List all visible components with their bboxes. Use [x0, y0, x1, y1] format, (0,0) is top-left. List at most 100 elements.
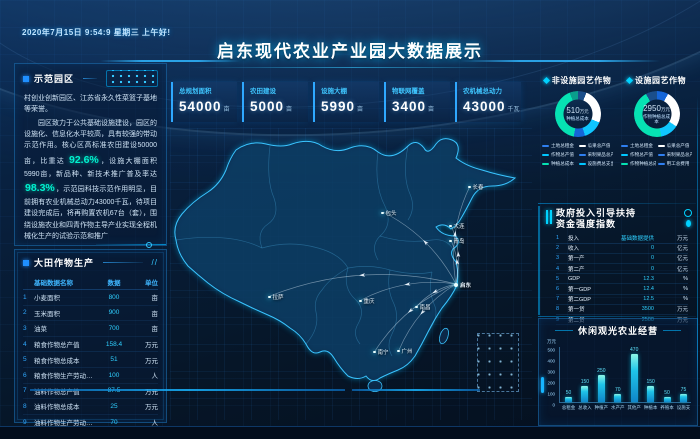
table-row: 5 GDP 12.3 % — [556, 274, 688, 285]
bar — [597, 374, 605, 402]
legend-marker-icon — [542, 153, 549, 157]
bar-value-label: 150 — [646, 378, 655, 385]
map-city-marker: 长春 — [468, 183, 484, 191]
dots-decor-icon — [684, 209, 692, 227]
park-paragraph: 村创业创新园区、江苏省永久性菜篮子基地等荣誉。 — [24, 95, 157, 114]
china-map-svg — [174, 138, 517, 392]
bar-group: 70 水产产 — [610, 347, 625, 414]
city-dot-icon — [397, 349, 400, 353]
city-dot-icon — [381, 211, 384, 215]
bullet-square-icon — [23, 75, 29, 82]
bar — [614, 394, 622, 402]
bottom-line — [30, 389, 345, 391]
map-city-marker: 拉萨 — [268, 293, 284, 301]
table-row: 3 第一产 0 亿元 — [556, 255, 688, 265]
city-dot-icon — [454, 283, 458, 287]
bar-group: 250 种植产 — [594, 347, 609, 414]
page-title: 启东现代农业产业园大数据展示 — [217, 42, 483, 61]
connector-line — [96, 241, 166, 248]
city-label: 重庆 — [363, 299, 375, 305]
legend-marker-icon — [578, 153, 586, 157]
panel-gov-funding: 政府投入引导扶持 资金强度指数 1 投入 基础数据提供 万元 2 收入 0 亿元… — [538, 206, 698, 326]
map-city-marker: 重庆 — [359, 297, 375, 305]
x-axis-line — [559, 402, 691, 403]
table-row: 4 粮食作物总产值 158.4 万元 — [23, 337, 158, 353]
y-tick: 200 — [547, 380, 555, 386]
table-row: 4 第二产 0 亿元 — [556, 265, 688, 275]
stat-unit: 亩 — [223, 107, 230, 113]
donut-title-right: 设施园艺作物 — [617, 75, 696, 86]
legend-marker-icon — [578, 162, 586, 166]
stat-unit: 千瓦 — [507, 107, 520, 113]
map-city-marker: 启东 — [454, 281, 471, 289]
right-divider — [538, 203, 696, 204]
legend-item: 瓜果总产值 — [578, 143, 614, 149]
highlight-percent: 98.3% — [25, 181, 55, 194]
legend-marker-icon — [657, 153, 665, 157]
legend-marker-icon — [657, 144, 665, 148]
city-dot-icon — [359, 299, 362, 303]
table-row: 1 投入 基础数据提供 万元 — [556, 235, 688, 244]
donut-title-left: 非设施园艺作物 — [538, 75, 617, 86]
gov-panel-title: 政府投入引导扶持 资金强度指数 — [556, 208, 637, 230]
park-description: 村创业创新园区、江苏省永久性菜篮子基地等荣誉。 园区致力于公共基础设施建设，园区… — [15, 90, 166, 244]
y-axis-unit: 万元 — [547, 339, 556, 344]
double-bar-icon — [546, 210, 552, 224]
table-row: 6 第一GDP 12.4 % — [556, 286, 688, 295]
donut-chart-facility: 2950万元 作物种植总成本 — [633, 91, 680, 137]
bar-chart: 万元 500 400 300 200 100 0 50 总租金 150 — [547, 339, 691, 427]
legend-item: 采制果品总产值 — [657, 152, 692, 158]
south-china-sea-inset — [477, 333, 519, 392]
title-rule — [103, 262, 143, 263]
bar — [565, 396, 572, 402]
legend-item: 作物总产值 — [621, 152, 656, 158]
map-city-marker: 广州 — [397, 347, 413, 355]
bottom-line — [352, 389, 480, 391]
legend-marker-icon — [542, 144, 549, 148]
legend-marker-icon — [621, 162, 628, 166]
city-label: 拉萨 — [272, 295, 284, 301]
stat-unit: 亩 — [357, 107, 364, 113]
city-dot-icon — [373, 350, 376, 354]
datetime-text: 2020年7月15日 9:54:9 星期三 上午好! — [22, 28, 171, 37]
map-city-marker: 大连 — [449, 222, 465, 230]
bar-group: 150 种植本 — [643, 347, 658, 414]
stat-value: 5990 — [321, 99, 356, 114]
table-row: 8 第一贷 3500 万元 — [556, 306, 688, 315]
table-row: 7 第二GDP 12.5 % — [556, 296, 688, 305]
bar-chart-title: 休闲观光农业经营 — [577, 326, 658, 336]
bar-category-label: 总收入 — [578, 405, 592, 410]
right-divider — [538, 316, 696, 317]
stat-cards: 总规划面积 54000 亩 农田建设 5000 亩 设施大棚 5990 亩 物联… — [171, 82, 531, 122]
bar-value-label: 470 — [630, 347, 639, 353]
panel-demo-park: 示范园区 村创业创新园区、江苏省永久性菜篮子基地等荣誉。 园区致力于公共基础设施… — [14, 63, 167, 246]
circuit-decor-icon — [106, 70, 158, 87]
stat-card: 总规划面积 54000 亩 — [171, 82, 237, 122]
title-underline — [188, 67, 518, 68]
city-dot-icon — [449, 224, 452, 228]
bar — [630, 354, 638, 402]
plot-area — [559, 347, 691, 402]
legend-item: 土地总租金 — [542, 143, 577, 149]
city-dot-icon — [415, 305, 418, 309]
legend-item: 用工总费用 — [657, 161, 693, 167]
legend-item: 设施费总支出 — [578, 161, 613, 167]
diamond-icon — [542, 76, 550, 85]
right-frame-line — [697, 96, 698, 402]
title-rule — [83, 78, 97, 79]
stat-value: 43000 — [463, 99, 506, 114]
legend-item: 种植总成本 — [542, 161, 577, 167]
bar-category-label: 种植产 — [594, 405, 609, 410]
bar-group: 50 养殖本 — [660, 347, 675, 414]
china-map: 长春 包头 大连 青岛 启东 拉萨 — [170, 128, 532, 420]
map-city-marker: 包头 — [381, 209, 397, 217]
bar — [663, 396, 671, 402]
city-label: 包头 — [385, 211, 397, 217]
table-row: 6 粮食作物生产劳动力总... 100 人 — [23, 368, 158, 384]
map-city-marker: 青岛 — [449, 237, 465, 245]
y-axis-ticks: 500 400 300 200 100 0 — [545, 347, 557, 408]
legend-marker-icon — [621, 144, 628, 148]
table-row: 1 小麦面积 800 亩 — [23, 290, 158, 306]
legend-item: 土地总租金 — [621, 143, 656, 149]
table-header-row: 基础数据名称 数据 单位 — [23, 274, 158, 290]
